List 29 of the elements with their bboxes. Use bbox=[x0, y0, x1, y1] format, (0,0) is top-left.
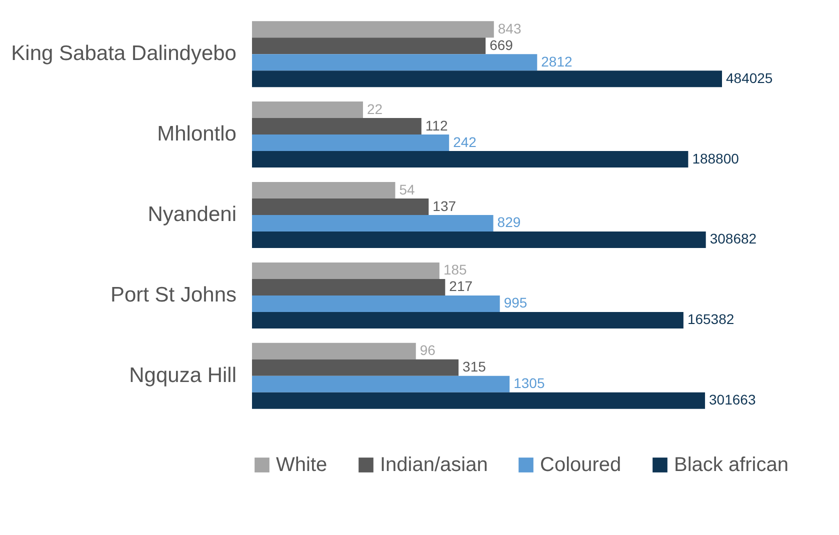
data-label: 308682 bbox=[710, 230, 757, 247]
data-label: 315 bbox=[462, 358, 486, 375]
data-label: 185 bbox=[443, 262, 468, 278]
data-label: 829 bbox=[497, 214, 521, 230]
legend-label: Coloured bbox=[540, 454, 622, 476]
legend-label: White bbox=[276, 454, 328, 476]
legend-label: Black african bbox=[674, 454, 788, 476]
data-label: 165382 bbox=[687, 311, 734, 328]
data-label: 96 bbox=[420, 342, 436, 358]
data-label: 2812 bbox=[541, 53, 573, 70]
data-label: 217 bbox=[449, 278, 473, 294]
data-label: 242 bbox=[453, 134, 477, 150]
y-tick-label: King Sabata Dalindyebo bbox=[11, 42, 236, 66]
data-label: 301663 bbox=[709, 392, 756, 408]
data-label: 137 bbox=[432, 198, 456, 214]
y-tick-label: Nyandeni bbox=[148, 203, 236, 226]
data-label: 1305 bbox=[514, 375, 545, 392]
data-label: 669 bbox=[490, 36, 514, 53]
legend-label: Indian/asian bbox=[380, 454, 488, 476]
data-label: 843 bbox=[498, 20, 522, 36]
data-label: 995 bbox=[504, 294, 528, 311]
y-tick-label: Mhlontlo bbox=[157, 122, 236, 146]
y-tick-label: Port St Johns bbox=[110, 283, 236, 306]
y-tick-label: Ngquza Hill bbox=[129, 364, 236, 387]
data-label: 22 bbox=[366, 100, 383, 117]
data-label: 54 bbox=[399, 181, 416, 198]
data-label: 112 bbox=[425, 117, 448, 134]
data-label: 484025 bbox=[726, 70, 773, 86]
data-label: 188800 bbox=[692, 150, 740, 166]
